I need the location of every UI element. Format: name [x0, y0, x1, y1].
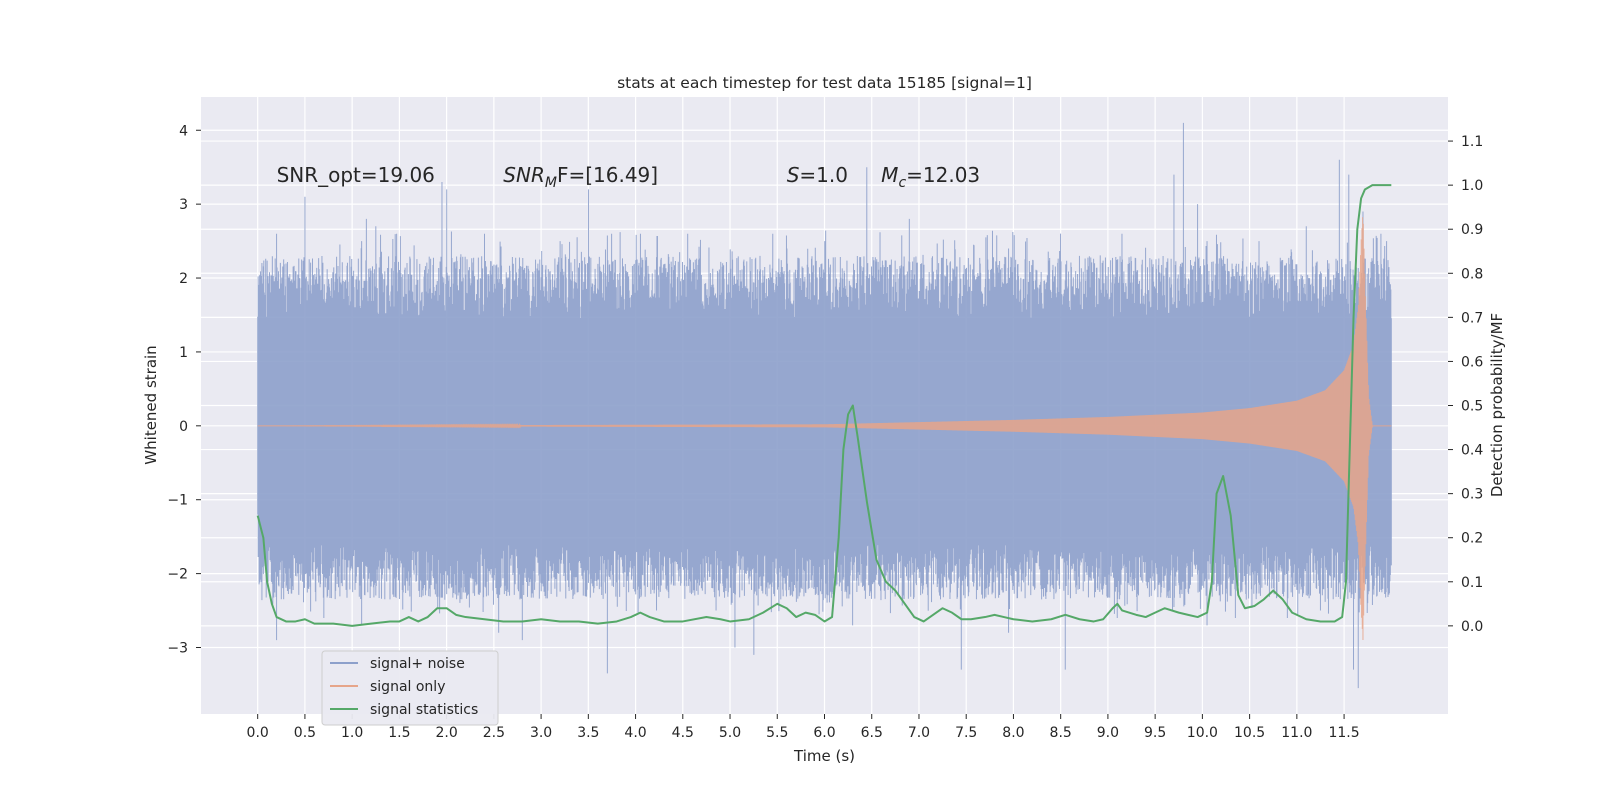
annotation-snr-opt: SNR_opt=19.06	[277, 163, 435, 187]
axis-layer: 0.0 0.5 1.0 1.5 2.0 2.5 3.0 3.5 4.0 4.5 5.0 5.5 6.0 6…	[167, 123, 1483, 741]
x-tick-label: 8.5	[1050, 725, 1072, 741]
legend: signal+ noise signal only signal statist…	[321, 650, 499, 726]
y-right-tick-label: 0.2	[1461, 531, 1483, 547]
y-left-tick-label: −3	[167, 640, 188, 656]
series-signal-statistics	[256, 184, 1392, 627]
x-tick-label: 5.5	[766, 725, 788, 741]
y-right-tick-label: 0.3	[1461, 487, 1483, 503]
y-left-tick-label: 2	[179, 271, 188, 287]
x-tick-label: 11.5	[1328, 725, 1359, 741]
y-left-tick-label: −2	[167, 567, 188, 583]
x-tick-label: 6.0	[813, 725, 835, 741]
y-right-tick-label: 1.1	[1461, 134, 1483, 150]
y-right-tick-label: 0.4	[1461, 443, 1483, 459]
x-tick-label: 0.0	[247, 725, 269, 741]
x-tick-label: 1.0	[341, 725, 363, 741]
y-left-tick-label: 1	[179, 345, 188, 361]
legend-label-signal-statistics: signal statistics	[370, 702, 478, 718]
x-tick-label: 9.5	[1144, 725, 1166, 741]
y-left-tick-label: −1	[167, 493, 188, 509]
y-right-tick-label: 1.0	[1461, 178, 1483, 194]
x-tick-label: 4.5	[672, 725, 694, 741]
y-left-tick-label: 3	[179, 197, 188, 213]
x-tick-label: 5.0	[719, 725, 741, 741]
x-tick-label: 8.0	[1002, 725, 1024, 741]
x-tick-label: 7.0	[908, 725, 930, 741]
annotation-s-value: S=1.0	[787, 163, 848, 187]
annotation-layer: SNR_opt=19.06 SNRMF=[16.49] S=1.0 Mc=12.03	[277, 163, 981, 191]
y-right-tick-label: 0.9	[1461, 222, 1483, 238]
legend-box	[321, 650, 499, 726]
legend-label-signal-noise: signal+ noise	[370, 656, 465, 672]
y-left-tick-label: 4	[179, 123, 188, 139]
series-signal-only	[257, 217, 1392, 640]
y-right-tick-label: 0.8	[1461, 266, 1483, 282]
x-axis-label: Time (s)	[793, 747, 855, 765]
y-right-tick-label: 0.6	[1461, 354, 1483, 370]
annotation-snr-mf: SNRMF=[16.49]	[503, 163, 658, 191]
series-layer	[256, 122, 1392, 689]
legend-label-signal-only: signal only	[370, 679, 445, 695]
y-left-tick-label: 0	[179, 419, 188, 435]
annotation-mc-value: Mc=12.03	[881, 163, 980, 191]
x-tick-label: 2.0	[435, 725, 457, 741]
x-tick-label: 2.5	[483, 725, 505, 741]
x-tick-label: 0.5	[294, 725, 316, 741]
chart-title: stats at each timestep for test data 151…	[617, 74, 1032, 92]
x-tick-label: 6.5	[861, 725, 883, 741]
x-tick-label: 10.0	[1187, 725, 1218, 741]
x-tick-label: 7.5	[955, 725, 977, 741]
x-tick-label: 11.0	[1281, 725, 1312, 741]
y-axis-label-right: Detection probability/MF	[1488, 313, 1506, 497]
x-tick-label: 4.0	[624, 725, 646, 741]
y-axis-label-left: Whitened strain	[142, 345, 160, 464]
y-right-tick-label: 0.5	[1461, 399, 1483, 415]
y-right-tick-label: 0.7	[1461, 310, 1483, 326]
x-tick-label: 3.0	[530, 725, 552, 741]
x-tick-label: 1.5	[388, 725, 410, 741]
x-tick-label: 3.5	[577, 725, 599, 741]
y-right-tick-label: 0.1	[1461, 575, 1483, 591]
x-tick-label: 10.5	[1234, 725, 1265, 741]
x-tick-label: 9.0	[1097, 725, 1119, 741]
y-right-tick-label: 0.0	[1461, 619, 1483, 635]
